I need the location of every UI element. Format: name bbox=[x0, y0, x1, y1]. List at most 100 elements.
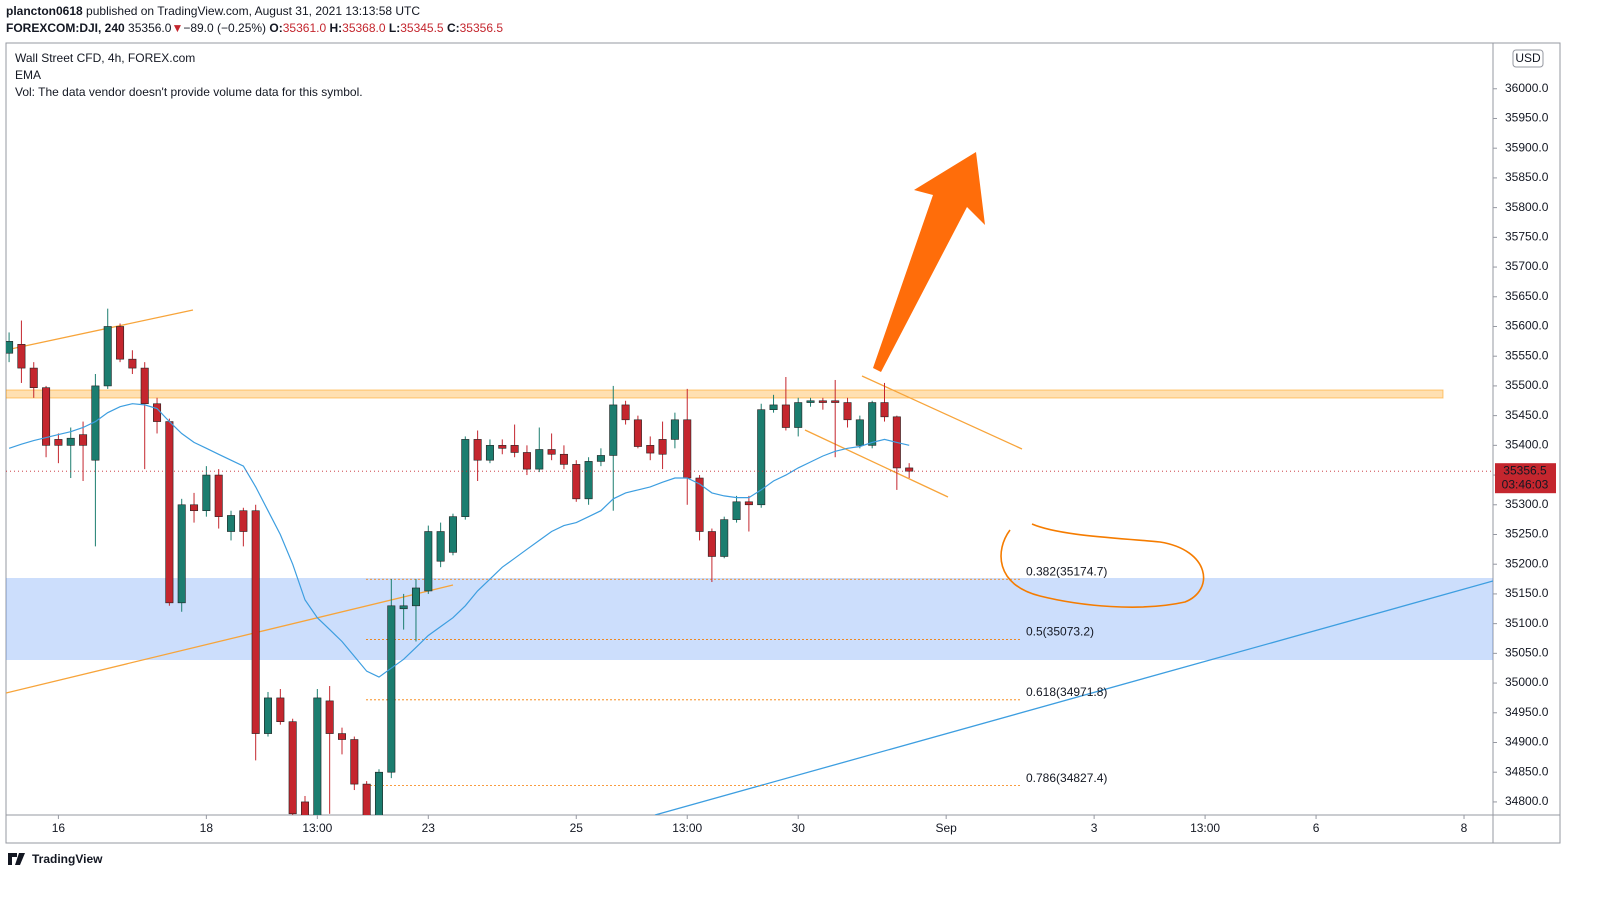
candle-body bbox=[276, 697, 285, 722]
legend-title: Wall Street CFD, 4h, FOREX.com bbox=[15, 51, 195, 65]
candle-body bbox=[621, 404, 630, 421]
open: 35361.0 bbox=[283, 21, 327, 35]
y-tick-label: 35700.0 bbox=[1505, 259, 1549, 273]
x-tick-label: 6 bbox=[1313, 821, 1320, 835]
x-tick-label: 8 bbox=[1461, 821, 1468, 835]
candle-body bbox=[559, 453, 568, 465]
candle-body bbox=[794, 402, 803, 428]
candle-body bbox=[374, 771, 383, 815]
candle-body bbox=[17, 344, 26, 369]
candle-body bbox=[362, 783, 371, 815]
close-label: C: bbox=[447, 21, 460, 35]
candle-body bbox=[461, 439, 470, 517]
candle-body bbox=[473, 439, 482, 461]
trendline bbox=[804, 429, 949, 498]
candle-body bbox=[683, 419, 692, 479]
high-label: H: bbox=[329, 21, 342, 35]
candle-body bbox=[633, 419, 642, 447]
y-tick-label: 36000.0 bbox=[1505, 81, 1549, 95]
candle-body bbox=[720, 519, 729, 557]
resistance-zone bbox=[6, 389, 1444, 399]
candle-body bbox=[448, 516, 457, 553]
y-tick-label: 35900.0 bbox=[1505, 140, 1549, 154]
candle-body bbox=[670, 419, 679, 440]
x-tick-label: 23 bbox=[422, 821, 436, 835]
y-tick-label: 35050.0 bbox=[1505, 646, 1549, 660]
candle-body bbox=[128, 358, 137, 369]
trendline bbox=[654, 580, 1493, 815]
candle-body bbox=[411, 587, 420, 607]
candle-body bbox=[905, 467, 914, 472]
circle-drawing bbox=[1000, 523, 1205, 608]
candle-body bbox=[214, 474, 223, 517]
candle-body bbox=[744, 501, 753, 506]
candle-body bbox=[868, 402, 877, 446]
candle-body bbox=[239, 510, 248, 532]
candle-body bbox=[29, 367, 38, 388]
candle-body bbox=[781, 404, 790, 428]
x-tick-label: 16 bbox=[52, 821, 66, 835]
candle-body bbox=[251, 510, 260, 734]
price-tag-value: 35356.5 bbox=[1503, 463, 1547, 477]
currency: USD bbox=[1515, 51, 1541, 65]
candle-body bbox=[535, 449, 544, 470]
candle-body bbox=[769, 404, 778, 410]
candle-body bbox=[387, 605, 396, 773]
candle-body bbox=[584, 461, 593, 500]
open-label: O: bbox=[269, 21, 282, 35]
candle-body bbox=[399, 605, 408, 610]
candle-body bbox=[818, 400, 827, 403]
author: plancton0618 bbox=[6, 4, 83, 18]
candle-body bbox=[313, 697, 322, 815]
trendline bbox=[6, 309, 194, 351]
candle-body bbox=[510, 445, 519, 453]
y-tick-label: 35800.0 bbox=[1505, 200, 1549, 214]
low: 35345.5 bbox=[400, 21, 444, 35]
candle-body bbox=[42, 387, 51, 446]
candle-body bbox=[695, 477, 704, 532]
candle-body bbox=[325, 700, 334, 734]
candle-body bbox=[436, 531, 445, 562]
candle-body bbox=[757, 409, 766, 506]
legend-ema: EMA bbox=[15, 68, 41, 82]
high: 35368.0 bbox=[342, 21, 386, 35]
fib-label: 0.618(34971.8) bbox=[1026, 685, 1107, 699]
fib-label: 0.5(35073.2) bbox=[1026, 625, 1094, 639]
candle-body bbox=[658, 439, 667, 455]
trendline bbox=[861, 375, 1023, 450]
legend-volume: Vol: The data vendor doesn't provide vol… bbox=[15, 85, 363, 99]
change: −89.0 (−0.25%) bbox=[183, 21, 266, 35]
candle-body bbox=[6, 341, 14, 354]
candle-body bbox=[202, 474, 211, 512]
x-tick-label: 18 bbox=[200, 821, 214, 835]
low-label: L: bbox=[389, 21, 400, 35]
plot bbox=[6, 308, 1493, 815]
x-tick-label: 13:00 bbox=[302, 821, 332, 835]
candle-body bbox=[424, 531, 433, 592]
fib-label: 0.786(34827.4) bbox=[1026, 771, 1107, 785]
y-tick-label: 35650.0 bbox=[1505, 289, 1549, 303]
last: 35356.0 bbox=[128, 21, 172, 35]
y-tick-label: 35000.0 bbox=[1505, 675, 1549, 689]
symbol: FOREXCOM:DJI, 240 bbox=[6, 21, 125, 35]
candle-body bbox=[190, 504, 199, 512]
candle-body bbox=[54, 439, 63, 446]
x-tick-label: 13:00 bbox=[672, 821, 702, 835]
y-tick-label: 35850.0 bbox=[1505, 170, 1549, 184]
candle-body bbox=[485, 445, 494, 461]
ema-line bbox=[8, 403, 910, 678]
arrow-drawing bbox=[873, 152, 985, 372]
candle-body bbox=[806, 400, 815, 403]
y-tick-label: 35750.0 bbox=[1505, 230, 1549, 244]
x-tick-label: Sep bbox=[935, 821, 957, 835]
logo: TradingView bbox=[32, 852, 103, 866]
candle-body bbox=[843, 402, 852, 421]
candle-body bbox=[301, 801, 310, 815]
fib-label: 0.382(35174.7) bbox=[1026, 564, 1107, 578]
candle-body bbox=[153, 403, 162, 422]
candle-body bbox=[116, 326, 125, 360]
y-tick-label: 34850.0 bbox=[1505, 764, 1549, 778]
header-line: plancton0618 published on TradingView.co… bbox=[6, 4, 420, 18]
y-tick-label: 35100.0 bbox=[1505, 616, 1549, 630]
